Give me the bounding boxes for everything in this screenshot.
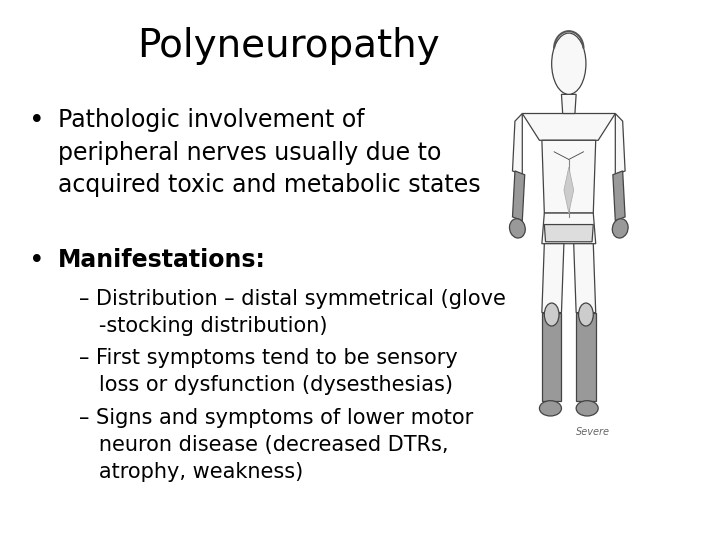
Polygon shape: [542, 213, 595, 244]
Text: atrophy, weakness): atrophy, weakness): [79, 462, 303, 482]
Circle shape: [579, 303, 593, 326]
Polygon shape: [613, 171, 625, 221]
Text: loss or dysfunction (dysesthesias): loss or dysfunction (dysesthesias): [79, 375, 453, 395]
Polygon shape: [616, 113, 625, 175]
Text: – Distribution – distal symmetrical (glove: – Distribution – distal symmetrical (glo…: [79, 289, 506, 309]
Polygon shape: [544, 225, 593, 242]
Polygon shape: [542, 313, 562, 401]
Text: •: •: [29, 108, 45, 134]
Polygon shape: [513, 171, 525, 221]
Text: Polyneuropathy: Polyneuropathy: [137, 27, 439, 65]
Ellipse shape: [576, 401, 598, 416]
Text: -stocking distribution): -stocking distribution): [79, 316, 328, 336]
Ellipse shape: [612, 219, 628, 238]
Ellipse shape: [539, 401, 562, 416]
Text: Pathologic involvement of
peripheral nerves usually due to
acquired toxic and me: Pathologic involvement of peripheral ner…: [58, 108, 480, 197]
Polygon shape: [574, 244, 595, 313]
Circle shape: [544, 303, 559, 326]
Polygon shape: [576, 313, 595, 401]
Text: •: •: [29, 248, 45, 274]
Text: – Signs and symptoms of lower motor: – Signs and symptoms of lower motor: [79, 408, 474, 428]
Polygon shape: [562, 94, 576, 113]
Text: Severe: Severe: [576, 428, 611, 437]
Polygon shape: [542, 244, 564, 313]
Text: neuron disease (decreased DTRs,: neuron disease (decreased DTRs,: [79, 435, 449, 455]
Ellipse shape: [552, 33, 586, 94]
Polygon shape: [522, 113, 616, 140]
Polygon shape: [513, 113, 522, 175]
Text: Manifestations:: Manifestations:: [58, 248, 266, 272]
Ellipse shape: [510, 219, 526, 238]
Polygon shape: [542, 140, 595, 213]
Polygon shape: [564, 167, 574, 213]
Text: – First symptoms tend to be sensory: – First symptoms tend to be sensory: [79, 348, 458, 368]
